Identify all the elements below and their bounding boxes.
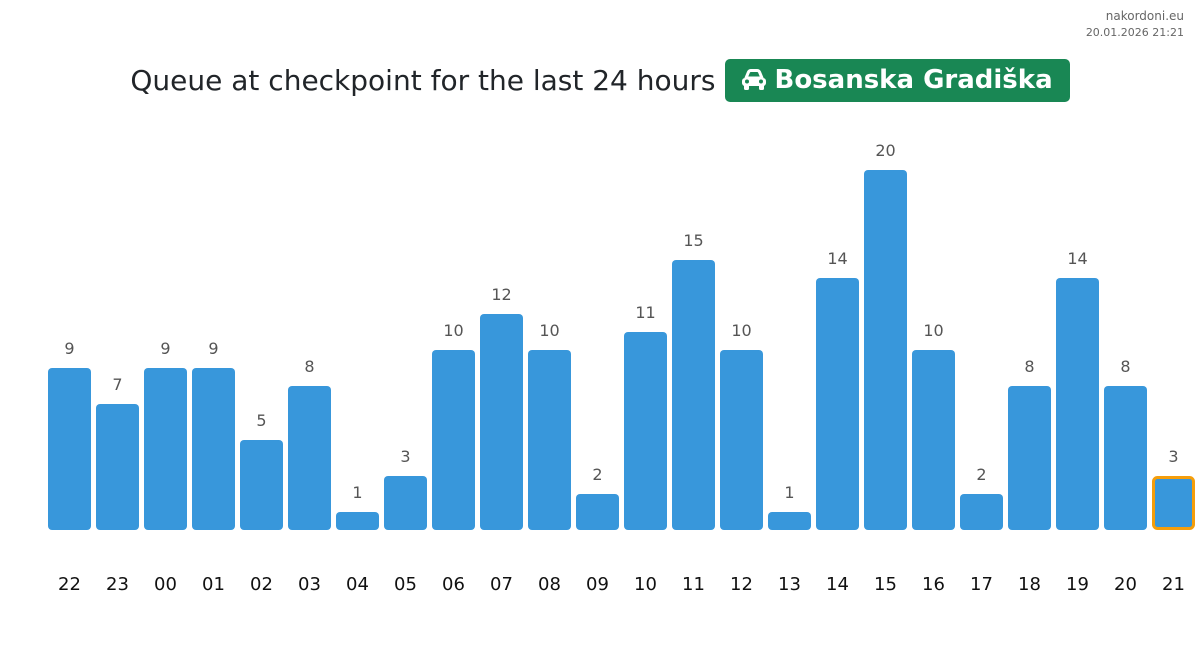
page-title: Queue at checkpoint for the last 24 hour… <box>130 63 716 97</box>
bar[interactable] <box>720 350 763 530</box>
bar-value-label: 2 <box>976 465 986 484</box>
checkpoint-name: Bosanska Gradiška <box>774 65 1053 95</box>
bar[interactable] <box>336 512 379 530</box>
x-tick-label: 12 <box>730 574 753 595</box>
x-tick-label: 17 <box>970 574 993 595</box>
x-tick-label: 21 <box>1162 574 1185 595</box>
bar-value-label: 2 <box>592 465 602 484</box>
bar[interactable] <box>960 494 1003 530</box>
bar-value-label: 7 <box>112 375 122 394</box>
x-tick-label: 13 <box>778 574 801 595</box>
bar[interactable] <box>864 170 907 530</box>
x-tick-label: 09 <box>586 574 609 595</box>
bar[interactable] <box>1056 278 1099 530</box>
x-tick-label: 03 <box>298 574 321 595</box>
bar-value-label: 8 <box>304 357 314 376</box>
bar[interactable] <box>288 386 331 530</box>
bar[interactable] <box>624 332 667 530</box>
bar-value-label: 3 <box>1168 447 1178 466</box>
bar-value-label: 5 <box>256 411 266 430</box>
bar-value-label: 9 <box>64 339 74 358</box>
bar[interactable] <box>1152 476 1195 530</box>
bar[interactable] <box>48 368 91 530</box>
x-tick-label: 02 <box>250 574 273 595</box>
car-icon <box>741 69 766 90</box>
bar[interactable] <box>1104 386 1147 530</box>
bar-value-label: 1 <box>352 483 362 502</box>
bar[interactable] <box>480 314 523 530</box>
x-tick-label: 06 <box>442 574 465 595</box>
checkpoint-badge[interactable]: Bosanska Gradiška <box>724 58 1070 102</box>
bar-value-label: 10 <box>539 321 559 340</box>
x-tick-label: 05 <box>394 574 417 595</box>
bar[interactable] <box>1008 386 1051 530</box>
x-tick-label: 01 <box>202 574 225 595</box>
bar[interactable] <box>912 350 955 530</box>
x-tick-label: 11 <box>682 574 705 595</box>
bar[interactable] <box>672 260 715 530</box>
bar-value-label: 8 <box>1120 357 1130 376</box>
bar-value-label: 15 <box>683 231 703 250</box>
bar-value-label: 10 <box>923 321 943 340</box>
x-tick-label: 08 <box>538 574 561 595</box>
bar-value-label: 12 <box>491 285 511 304</box>
bar[interactable] <box>816 278 859 530</box>
bar-value-label: 1 <box>784 483 794 502</box>
timestamp: 20.01.2026 21:21 <box>1085 26 1184 39</box>
bar[interactable] <box>768 512 811 530</box>
x-tick-label: 15 <box>874 574 897 595</box>
site-name[interactable]: nakordoni.eu <box>1105 9 1184 23</box>
x-tick-label: 04 <box>346 574 369 595</box>
x-tick-label: 18 <box>1018 574 1041 595</box>
bar-value-label: 9 <box>160 339 170 358</box>
bar-value-label: 14 <box>827 249 847 268</box>
bar-value-label: 10 <box>443 321 463 340</box>
bar-value-label: 20 <box>875 141 895 160</box>
x-tick-label: 00 <box>154 574 177 595</box>
bar[interactable] <box>144 368 187 530</box>
bar[interactable] <box>576 494 619 530</box>
bar-value-label: 11 <box>635 303 655 322</box>
x-tick-label: 20 <box>1114 574 1137 595</box>
title-row: Queue at checkpoint for the last 24 hour… <box>0 58 1200 102</box>
bar[interactable] <box>240 440 283 530</box>
x-tick-label: 10 <box>634 574 657 595</box>
bar-value-label: 3 <box>400 447 410 466</box>
x-tick-label: 07 <box>490 574 513 595</box>
bar-value-label: 8 <box>1024 357 1034 376</box>
bar[interactable] <box>528 350 571 530</box>
bar[interactable] <box>192 368 235 530</box>
bar-value-label: 10 <box>731 321 751 340</box>
x-tick-label: 23 <box>106 574 129 595</box>
x-tick-label: 14 <box>826 574 849 595</box>
x-tick-label: 22 <box>58 574 81 595</box>
bar-value-label: 14 <box>1067 249 1087 268</box>
bar[interactable] <box>432 350 475 530</box>
bar[interactable] <box>96 404 139 530</box>
x-tick-label: 16 <box>922 574 945 595</box>
x-tick-label: 19 <box>1066 574 1089 595</box>
bar[interactable] <box>384 476 427 530</box>
bar-value-label: 9 <box>208 339 218 358</box>
